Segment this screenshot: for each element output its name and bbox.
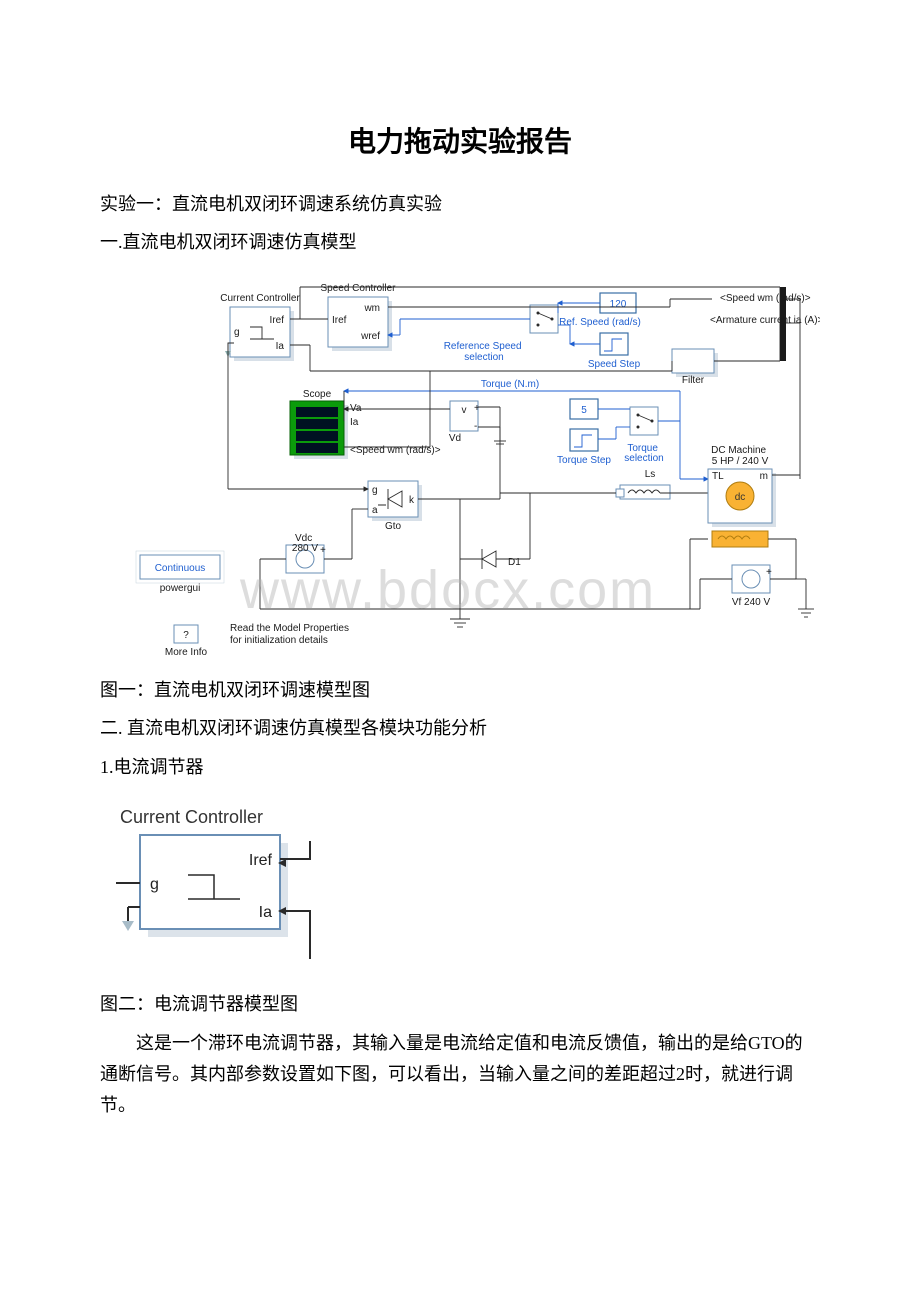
dc-machine-label: DC Machine 5 HP / 240 V: [711, 445, 769, 467]
speed-controller-label: Speed Controller: [320, 283, 396, 294]
svg-text:m: m: [760, 471, 768, 482]
svg-text:Scope: Scope: [303, 389, 332, 400]
svg-text:Ia: Ia: [350, 417, 359, 428]
svg-text:+: +: [766, 567, 772, 578]
figure-1-diagram: Speed Controller wm Iref wref Current Co…: [100, 279, 820, 664]
svg-text:Va: Va: [350, 403, 362, 414]
experiment-line-1: 实验一：直流电机双闭环调速系统仿真实验: [100, 188, 820, 220]
svg-text:powergui: powergui: [160, 583, 201, 594]
section-1-heading: 一.直流电机双闭环调速仿真模型: [100, 226, 820, 258]
svg-text:?: ?: [183, 630, 189, 641]
read-model-label: Read the Model Properties for initializa…: [230, 623, 352, 646]
svg-text:-: -: [474, 421, 477, 432]
svg-text:dc: dc: [735, 492, 746, 503]
svg-text:wm: wm: [363, 303, 380, 314]
ref-speed-sel-label: Reference Speed selection: [444, 341, 525, 363]
svg-text:TL: TL: [712, 471, 724, 482]
svg-text:+: +: [474, 403, 480, 414]
svg-text:Torque (N.m): Torque (N.m): [481, 379, 539, 390]
svg-text:Ls: Ls: [645, 469, 656, 480]
svg-text:Torque Step: Torque Step: [557, 455, 611, 466]
svg-text:Gto: Gto: [385, 521, 402, 532]
svg-text:Ia: Ia: [276, 341, 285, 352]
svg-text:<Armature current ia (A)>: <Armature current ia (A)>: [710, 315, 820, 326]
figure-2-caption: 图二：电流调节器模型图: [100, 988, 820, 1020]
svg-text:Ia: Ia: [259, 904, 272, 921]
svg-text:<Speed wm (rad/s)>: <Speed wm (rad/s)>: [720, 293, 811, 304]
svg-text:g: g: [372, 485, 378, 496]
svg-text:+: +: [320, 545, 326, 556]
svg-text:Iref: Iref: [332, 315, 347, 326]
vdc-label: Vdc 280 V: [292, 533, 318, 554]
body-paragraph: 这是一个滞环电流调节器，其输入量是电流给定值和电流反馈值，输出的是给GTO的通断…: [100, 1028, 820, 1120]
svg-text:Iref: Iref: [270, 315, 285, 326]
item-1-heading: 1.电流调节器: [100, 751, 820, 783]
svg-text:More Info: More Info: [165, 647, 208, 658]
svg-text:5: 5: [581, 405, 587, 416]
svg-text:Speed Step: Speed Step: [588, 359, 641, 370]
document-title: 电力拖动实验报告: [100, 120, 820, 160]
section-2-heading: 二. 直流电机双闭环调速仿真模型各模块功能分析: [100, 712, 820, 744]
svg-text:g: g: [234, 327, 240, 338]
svg-text:120: 120: [610, 299, 627, 310]
svg-text:Vf 240 V: Vf 240 V: [732, 597, 771, 608]
figure-1-caption: 图一：直流电机双闭环调速模型图: [100, 674, 820, 706]
svg-text:Current Controller: Current Controller: [120, 807, 263, 827]
svg-text:a: a: [372, 505, 378, 516]
svg-text:Vd: Vd: [449, 433, 461, 444]
current-controller-label: Current Controller: [220, 293, 300, 304]
figure-2-diagram: Current Controller Iref Ia g: [110, 803, 820, 978]
svg-text:g: g: [150, 876, 159, 893]
torque-sel-label: Torque selection: [624, 443, 663, 464]
svg-text:wref: wref: [360, 331, 380, 342]
svg-text:v: v: [462, 405, 467, 416]
svg-text:Filter: Filter: [682, 375, 705, 386]
svg-text:Ref. Speed (rad/s): Ref. Speed (rad/s): [559, 317, 641, 328]
svg-text:Continuous: Continuous: [155, 563, 206, 574]
svg-text:Iref: Iref: [249, 852, 273, 869]
